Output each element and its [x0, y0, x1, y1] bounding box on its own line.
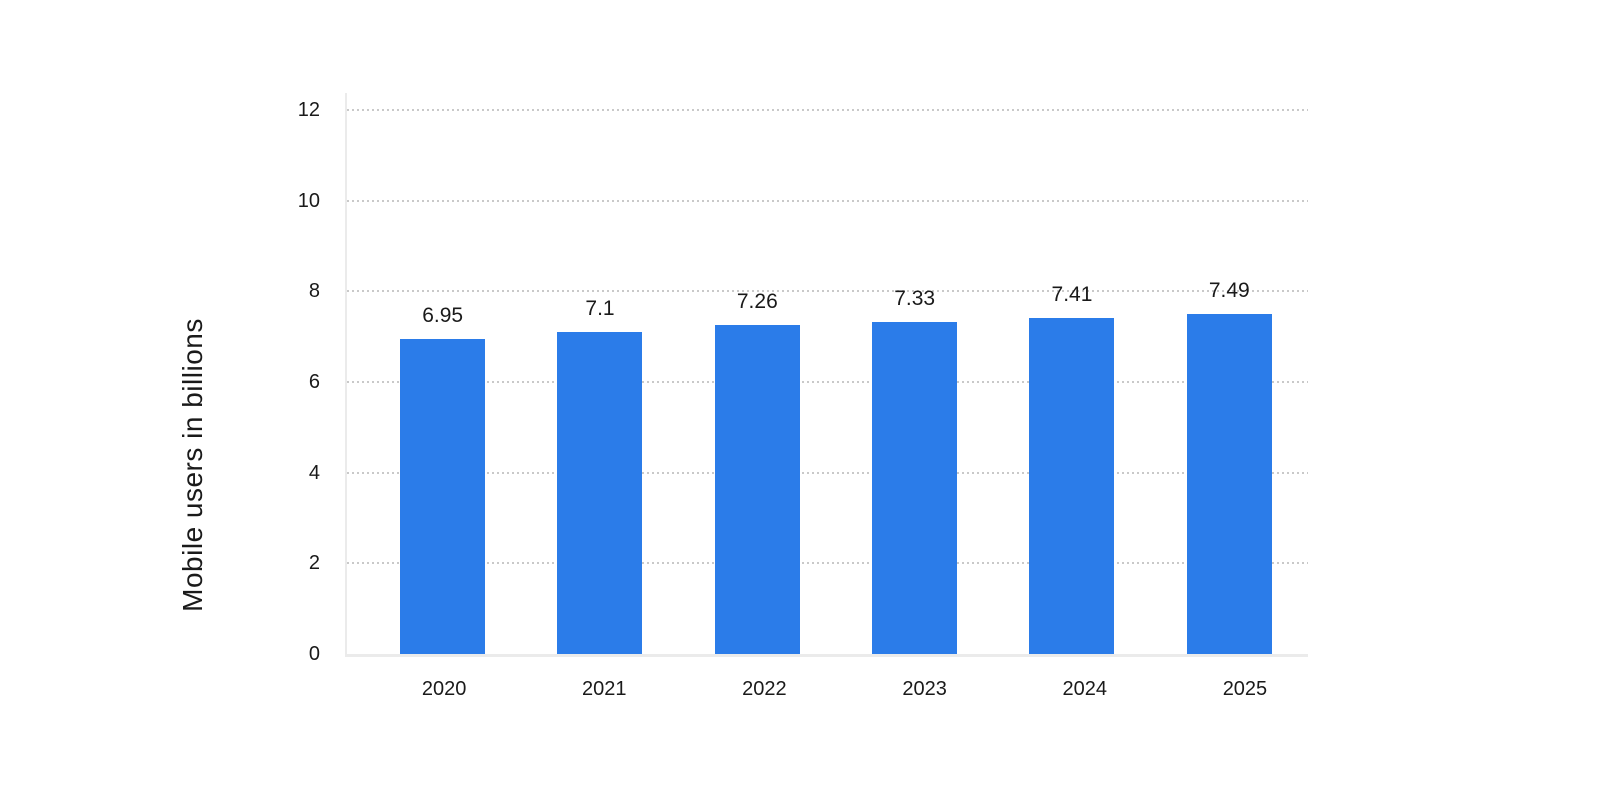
gridline-y-6: [347, 381, 1308, 383]
bar-value-label-2021: 7.1: [585, 297, 615, 321]
gridline-y-8: [347, 290, 1308, 293]
bar-2025: [1186, 314, 1272, 654]
bar-value-label-2024: 7.41: [1051, 283, 1093, 307]
bar-2023: [872, 321, 958, 654]
bar-group-2022: 7.26: [679, 110, 836, 654]
x-tick-label-2024: 2024: [1062, 678, 1108, 700]
bars-row: 6.95 7.1 7.26 7.33 7.41 7.49: [347, 110, 1308, 654]
gridline-y-4: [347, 471, 1308, 474]
y-tick-label-12: 12: [297, 99, 320, 121]
x-tick-label-2022: 2022: [742, 678, 787, 700]
bar-group-2023: 7.33: [836, 110, 993, 654]
bar-2020: [400, 338, 486, 654]
x-axis-tick-labels: 2020 2021 2022 2023 2024 2025: [347, 678, 1325, 701]
bar-group-2020: 6.95: [364, 110, 521, 654]
bar-2021: [557, 332, 643, 654]
bar-value-label-2020: 6.95: [422, 303, 464, 327]
bar-2022: [714, 324, 800, 654]
bar-value-label-2025: 7.49: [1208, 279, 1250, 303]
y-tick-label-6: 6: [308, 371, 320, 393]
bar-group-2025: 7.49: [1151, 110, 1308, 654]
y-tick-label-0: 0: [308, 643, 320, 665]
y-axis-title: Mobile users in billions: [177, 318, 208, 612]
bar-group-2024: 7.41: [993, 110, 1150, 654]
x-axis-line: [345, 654, 1308, 657]
bar-value-label-2023: 7.33: [894, 286, 936, 310]
y-tick-label-10: 10: [297, 189, 320, 212]
x-tick-label-2025: 2025: [1222, 678, 1268, 700]
y-tick-label-2: 2: [308, 552, 320, 575]
x-tick-label-2023: 2023: [902, 678, 947, 700]
x-tick-label-2020: 2020: [421, 678, 467, 700]
y-axis-line: [345, 93, 347, 657]
bar-2024: [1029, 318, 1115, 654]
bar-value-label-2022: 7.26: [736, 289, 778, 313]
x-tick-label-2021: 2021: [582, 678, 627, 700]
y-tick-label-4: 4: [308, 461, 320, 484]
gridline-y-2: [347, 562, 1308, 565]
plot-area: 6.95 7.1 7.26 7.33 7.41 7.49: [347, 109, 1308, 654]
gridline-y-10: [347, 199, 1308, 202]
gridline-y-12: [347, 109, 1308, 111]
bar-group-2021: 7.1: [521, 110, 678, 654]
y-tick-label-8: 8: [308, 280, 320, 303]
